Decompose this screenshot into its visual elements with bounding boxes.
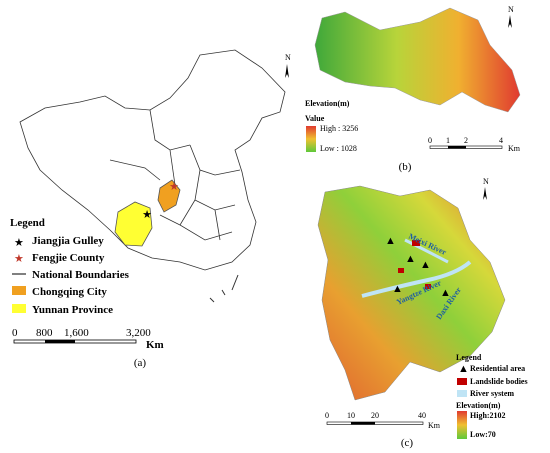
- scale-label: 3,200: [126, 327, 151, 339]
- jiangjia-star: ★: [142, 209, 152, 221]
- legend-symbol: [12, 286, 26, 295]
- legend-elevation-title: Elevation(m): [456, 401, 501, 410]
- scale-label: 2: [464, 136, 468, 145]
- caption: (b): [399, 161, 412, 173]
- scale-label: 4: [499, 136, 503, 145]
- scale-label: 1,600: [64, 327, 89, 339]
- north-label: N: [285, 53, 291, 62]
- svg-text:▲: ▲: [392, 283, 403, 295]
- svg-text:▲: ▲: [385, 235, 396, 247]
- scale-unit: Km: [428, 421, 441, 430]
- legend-item: Landslide bodies: [470, 377, 528, 386]
- scale-label: 0: [325, 411, 329, 420]
- river: [404, 238, 449, 264]
- legend-symbol: [12, 304, 26, 313]
- legend-item: Chongqing City: [32, 286, 107, 298]
- legend-item: Residential area: [470, 364, 525, 373]
- legend-subtitle: Value: [305, 114, 325, 123]
- legend-item: National Boundaries: [32, 269, 130, 281]
- fengjie-star: ★: [169, 181, 179, 193]
- north-arrow: [508, 15, 512, 28]
- legend-low: Low : 1028: [320, 144, 357, 153]
- scale-label: 10: [347, 411, 355, 420]
- svg-text:▲: ▲: [420, 259, 431, 271]
- residential-areas: ▲ ▲ ▲ ▲ ▲: [385, 235, 451, 299]
- scale-unit: Km: [146, 339, 164, 351]
- scale-label: 0: [12, 327, 18, 339]
- yunnan-province: [114, 201, 153, 247]
- legend-high: High : 3256: [320, 124, 358, 133]
- scale-b: 0 1 2 4 Km: [428, 136, 521, 153]
- china-map: [19, 49, 286, 303]
- legend-symbol: [457, 390, 467, 397]
- landslides: [398, 240, 431, 289]
- legend-symbol: ★: [14, 253, 24, 265]
- legend-a: Legend ★ ★ Jiangjia Gulley Fengjie Count…: [10, 217, 130, 316]
- scale-unit: Km: [508, 144, 521, 153]
- legend-item: Yunnan Province: [32, 304, 113, 316]
- caption: (a): [134, 357, 147, 369]
- scale-label: 40: [418, 411, 426, 420]
- elevation-map: [317, 185, 506, 401]
- legend-symbol: ★: [14, 237, 24, 249]
- north-arrow: [285, 64, 289, 78]
- north-label: N: [483, 177, 489, 186]
- north-label: N: [508, 5, 514, 14]
- legend-high: High:2102: [470, 411, 506, 420]
- legend-title: Legend: [10, 217, 45, 229]
- scale-a: 0 800 1,600 3,200 Km: [12, 327, 164, 351]
- scale-label: 20: [371, 411, 379, 420]
- legend-low: Low:70: [470, 430, 496, 439]
- north-arrow: [483, 187, 487, 200]
- scale-c: 0 10 20 40 Km: [325, 411, 441, 430]
- svg-text:▲: ▲: [405, 253, 416, 265]
- legend-symbol: ▲: [458, 363, 469, 375]
- legend-item: Jiangjia Gulley: [32, 235, 104, 247]
- legend-c: Legend ▲ Residential area Landslide bodi…: [456, 353, 528, 439]
- river: [361, 260, 472, 298]
- caption: (c): [401, 437, 414, 449]
- scale-label: 800: [36, 327, 53, 339]
- legend-gradient: [457, 411, 467, 439]
- legend-symbol: [457, 378, 467, 385]
- legend-item: River system: [470, 389, 514, 398]
- legend-item: Fengjie County: [32, 252, 105, 264]
- elevation-map: [314, 7, 521, 113]
- legend-gradient: [306, 126, 316, 152]
- svg-text:▲: ▲: [440, 287, 451, 299]
- chongqing-city: [157, 179, 181, 213]
- scale-label: 1: [446, 136, 450, 145]
- legend-title: Legend: [456, 353, 482, 362]
- scale-label: 0: [428, 136, 432, 145]
- legend-title: Elevation(m): [305, 99, 350, 108]
